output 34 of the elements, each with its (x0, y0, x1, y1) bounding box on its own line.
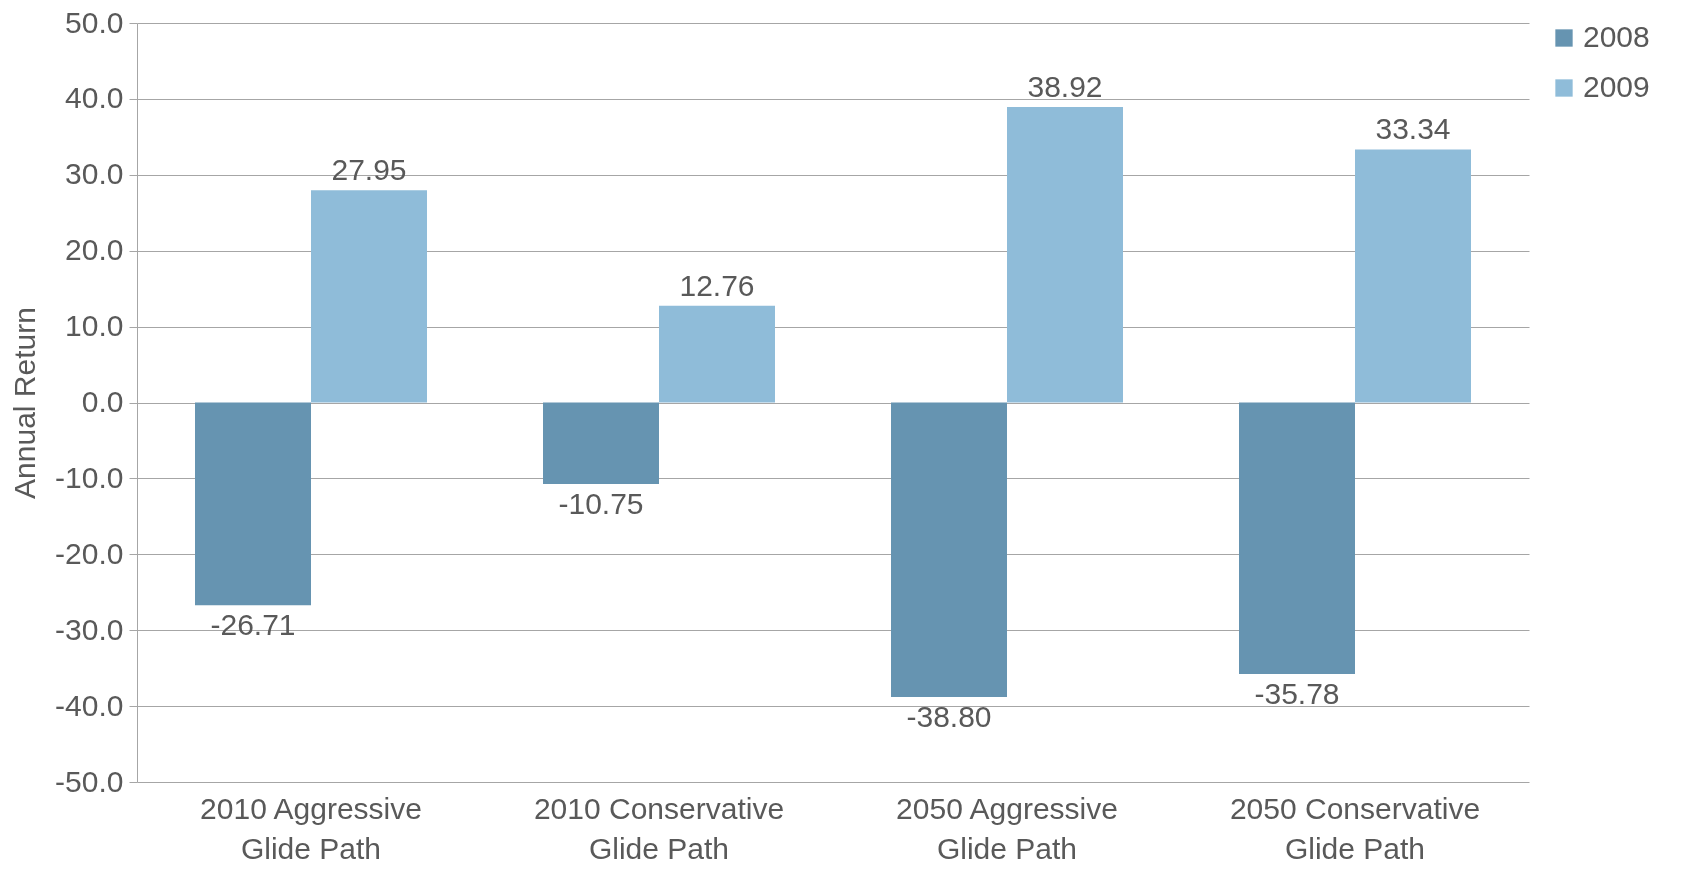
bar (891, 402, 1007, 697)
data-label: -38.80 (906, 699, 992, 733)
x-tick-label: 2050 Conservative Glide Path (1229, 791, 1481, 865)
y-tick-label: -50.0 (55, 764, 124, 798)
data-label: 27.95 (331, 153, 407, 187)
y-tick-label: 0.0 (81, 385, 124, 418)
data-label: -26.71 (210, 608, 296, 642)
bar (195, 402, 311, 606)
y-tick-label: 20.0 (65, 233, 124, 267)
bar (1239, 402, 1355, 675)
x-tick-label: 2050 Aggressive Glide Path (896, 791, 1118, 865)
bar (543, 402, 659, 485)
data-label: -35.78 (1254, 677, 1340, 711)
data-label: -10.75 (558, 487, 644, 521)
data-label: 12.76 (679, 268, 755, 302)
data-label: 33.34 (1375, 112, 1451, 146)
y-tick-label: 10.0 (65, 309, 124, 343)
y-tick-label: -40.0 (55, 688, 124, 722)
bar (1355, 149, 1471, 403)
legend-label: 2009 (1583, 70, 1650, 103)
y-axis-title: Annual Return (8, 307, 42, 499)
y-tick-label: 40.0 (65, 81, 124, 115)
y-tick-label: -30.0 (55, 612, 124, 646)
y-tick-label: -20.0 (55, 536, 124, 570)
bar (1007, 107, 1123, 403)
y-tick-label: 50.0 (65, 5, 124, 39)
legend-label: 2008 (1583, 20, 1650, 53)
x-tick-label: 2010 Aggressive Glide Path (200, 791, 422, 865)
bar (659, 305, 775, 403)
y-tick-label: -10.0 (55, 460, 124, 494)
bar (311, 190, 427, 403)
x-tick-label: 2010 Conservative Glide Path (533, 791, 785, 865)
y-tick-label: 30.0 (65, 157, 124, 191)
data-label: 38.92 (1027, 70, 1103, 104)
